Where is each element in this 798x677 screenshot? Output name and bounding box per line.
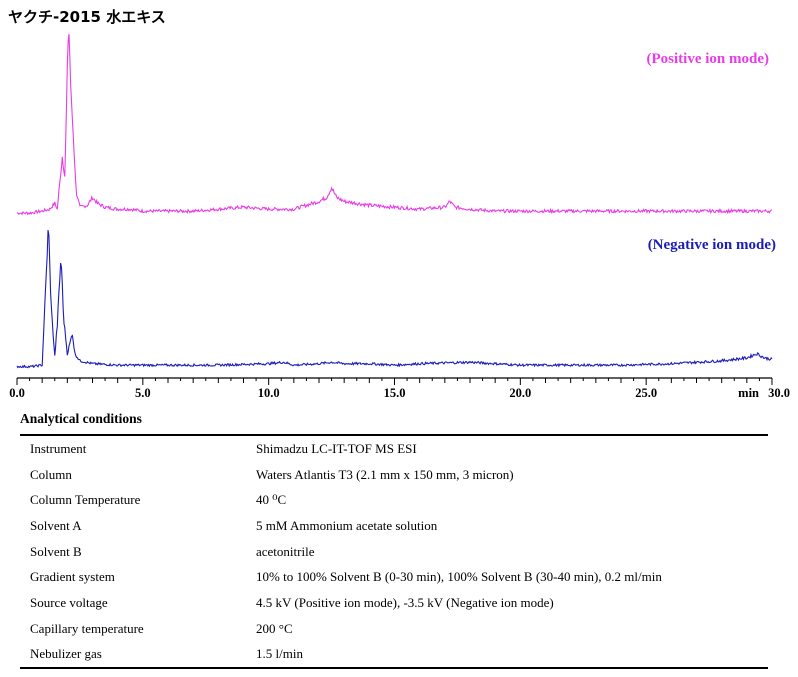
condition-label: Nebulizer gas (30, 646, 102, 662)
x-tick-label: 20.0 (509, 386, 531, 400)
condition-value: Shimadzu LC-IT-TOF MS ESI (256, 440, 417, 456)
condition-row: Solvent A 5 mM Ammonium acetate solution (20, 513, 768, 539)
condition-value: 10% to 100% Solvent B (0-30 min), 100% S… (256, 569, 662, 585)
conditions-table: Instrument Shimadzu LC-IT-TOF MS ESI Colum… (20, 434, 768, 670)
series-line (16, 230, 773, 369)
condition-label: Source voltage (30, 594, 108, 610)
condition-value: 5 mM Ammonium acetate solution (256, 517, 438, 533)
condition-label: Solvent B (30, 543, 82, 559)
series-line (16, 34, 773, 216)
condition-row: Capillary temperature 200 °C (20, 616, 768, 642)
condition-row: Column Temperature 40 ⁰C (20, 487, 768, 513)
condition-value: 40 ⁰C (256, 492, 287, 508)
x-tick-label: 5.0 (135, 386, 151, 400)
condition-value: 4.5 kV (Positive ion mode), -3.5 kV (Neg… (256, 594, 554, 610)
conditions-heading: Analytical conditions (20, 411, 142, 426)
condition-label: Column (30, 466, 72, 482)
x-tick-label: 30.0 (768, 386, 790, 400)
condition-label: Capillary temperature (30, 620, 144, 636)
x-unit-label: min (738, 386, 759, 400)
condition-row: Solvent B acetonitrile (20, 539, 768, 565)
condition-label: Instrument (30, 440, 87, 456)
condition-value: Waters Atlantis T3 (2.1 mm x 150 mm, 3 m… (256, 466, 514, 482)
x-tick-label: 10.0 (258, 386, 280, 400)
legend-label: (Negative ion mode) (648, 237, 776, 253)
condition-value: acetonitrile (256, 543, 315, 559)
condition-row: Instrument Shimadzu LC-IT-TOF MS ESI (20, 435, 768, 462)
condition-label: Gradient system (30, 569, 115, 585)
x-tick-label: 25.0 (635, 386, 657, 400)
condition-label: Column Temperature (30, 492, 141, 508)
condition-row: Column Waters Atlantis T3 (2.1 mm x 150 m… (20, 462, 768, 488)
condition-label: Solvent A (30, 517, 82, 533)
legend-label: (Positive ion mode) (647, 51, 769, 67)
chromatogram: (Positive ion mode) (Negative ion mode) 0.… (9, 34, 790, 400)
x-tick-label: 0.0 (9, 386, 25, 400)
condition-value: 1.5 l/min (256, 646, 303, 662)
condition-value: 200 °C (256, 620, 293, 636)
condition-row: Nebulizer gas 1.5 l/min (20, 642, 768, 669)
conditions-body: Instrument Shimadzu LC-IT-TOF MS ESI Colum… (20, 435, 768, 668)
chart-title: ヤクチ-2015 水エキス (8, 8, 166, 26)
condition-row: Gradient system 10% to 100% Solvent B (0-… (20, 564, 768, 590)
condition-row: Source voltage 4.5 kV (Positive ion mode)… (20, 590, 768, 616)
x-tick-label: 15.0 (384, 386, 406, 400)
